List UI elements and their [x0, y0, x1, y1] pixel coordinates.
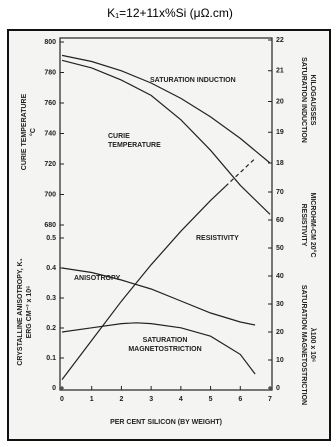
curve-label: SATURATION	[143, 337, 188, 344]
line-series	[61, 322, 256, 375]
y-axis-label: ERG CM⁻³ x 10⁶	[26, 286, 33, 339]
y-tick-label: 60	[276, 217, 284, 224]
y-tick-label: 10	[276, 357, 284, 364]
y-axis-label: CRYSTALLINE ANISOTROPY, K₁	[17, 258, 24, 365]
curve-label: SATURATION INDUCTION	[150, 77, 236, 84]
y-tick-label: 22	[276, 37, 284, 44]
y-tick-label: 18	[276, 160, 284, 167]
y-tick-label: 0.1	[46, 355, 56, 362]
line-series	[61, 54, 271, 164]
y-axis-label: RESISTIVITY	[300, 204, 307, 247]
y-axis-label: CURIE TEMPERATURE	[21, 93, 28, 170]
y-tick-label: 800	[44, 39, 56, 46]
figure-frame	[7, 29, 331, 441]
y-tick-label: 780	[44, 69, 56, 76]
y-tick-label: 19	[276, 129, 284, 136]
x-tick-label: 2	[119, 396, 123, 403]
y-axis-label: SATURATION MAGNETOSTRICTION	[300, 285, 307, 405]
y-tick-label: 70	[276, 189, 284, 196]
line-series	[61, 59, 271, 215]
y-axis-label: °C	[29, 128, 37, 136]
y-tick-label: 0	[276, 385, 280, 392]
y-tick-label: 20	[276, 98, 284, 105]
y-tick-label: 700	[44, 191, 56, 198]
y-tick-label: 0.5	[46, 235, 56, 242]
chart-title: K₁=12+11x%Si (μΩ.cm)	[107, 6, 233, 20]
curve-label: TEMPERATURE	[108, 142, 161, 149]
x-tick-label: 3	[149, 396, 153, 403]
y-axis-label: KILOGAUSSES	[309, 75, 316, 126]
y-tick-label: 50	[276, 245, 284, 252]
y-tick-label: 20	[276, 329, 284, 336]
line-series	[61, 185, 226, 380]
x-tick-label: 0	[60, 396, 64, 403]
x-tick-label: 1	[90, 396, 94, 403]
curve-label: CURIE	[108, 133, 130, 140]
y-axis-label: λ100 x 10⁶	[309, 328, 317, 362]
y-axis-label: SATURATION INDUCTION	[300, 57, 307, 143]
y-axis-label: MICROHM-CM 20°C	[309, 192, 317, 257]
y-tick-label: 0.2	[46, 325, 56, 332]
x-tick-label: 5	[209, 396, 213, 403]
line-series	[61, 267, 256, 326]
y-tick-label: 40	[276, 273, 284, 280]
curve-label: RESISTIVITY	[196, 235, 239, 242]
y-tick-label: 740	[44, 130, 56, 137]
y-tick-label: 30	[276, 301, 284, 308]
y-tick-label: 0	[52, 385, 56, 392]
plot-frame	[59, 37, 273, 391]
curve-label: ANISOTROPY	[74, 275, 121, 282]
y-tick-label: 760	[44, 100, 56, 107]
x-tick-label: 6	[238, 396, 242, 403]
y-tick-label: 21	[276, 68, 284, 75]
x-axis-label: PER CENT SILICON (BY WEIGHT)	[110, 419, 222, 426]
x-tick-label: 7	[268, 396, 272, 403]
y-tick-label: 0.3	[46, 295, 56, 302]
y-tick-label: 680	[44, 222, 56, 229]
x-tick-label: 4	[179, 396, 183, 403]
curve-label: MAGNETOSTRICTION	[128, 346, 201, 353]
y-tick-label: 0.4	[46, 265, 56, 272]
y-tick-label: 720	[44, 161, 56, 168]
